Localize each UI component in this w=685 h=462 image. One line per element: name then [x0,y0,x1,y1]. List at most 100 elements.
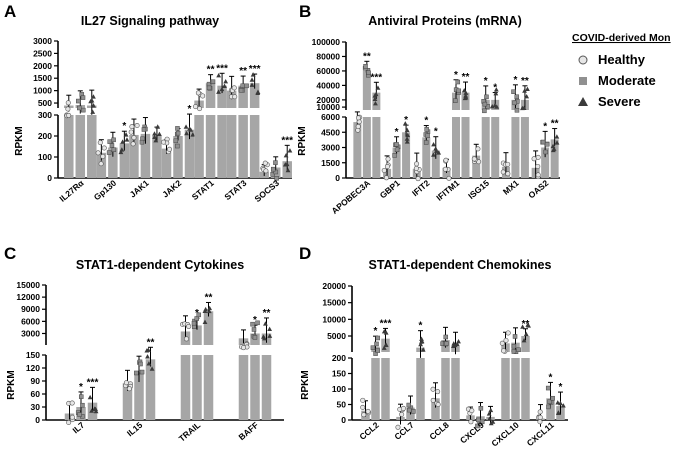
bar-lower [238,115,248,178]
point-severe [451,341,457,346]
bar-upper [249,83,260,108]
y-tick-label: 3000 [33,36,52,46]
point-healthy [100,153,106,159]
legend-title: COVID-derived Mon [572,32,671,44]
significance-mark: * [188,104,192,115]
bar-lower [249,115,260,178]
category-label: SOCS3 [252,178,281,204]
point-moderate [511,349,517,354]
significance-mark: ** [263,308,271,319]
point-healthy [66,112,72,118]
point-severe [551,146,557,151]
point-moderate [425,133,430,139]
point-moderate [482,108,487,114]
category-label: GBP1 [378,178,402,201]
bar-lower [451,358,460,420]
point-moderate [274,176,279,181]
point-severe [91,94,96,99]
point-moderate [134,370,139,376]
point-moderate [273,169,279,175]
point-healthy [443,157,449,163]
bar [108,147,118,178]
point-healthy [384,164,390,170]
point-healthy [505,330,511,336]
significance-mark: ** [521,76,529,87]
point-severe [524,93,530,99]
bar-upper [205,83,216,108]
category-label: JAK1 [128,178,151,200]
point-healthy [415,176,421,182]
point-healthy [505,161,511,167]
point-moderate [109,143,115,148]
significance-mark: ** [147,337,155,348]
point-healthy [442,166,448,172]
point-severe [255,90,261,96]
point-moderate [111,137,116,143]
point-severe [219,86,225,92]
point-moderate [77,105,82,111]
point-healthy [232,94,238,100]
point-severe [487,416,492,421]
bar [140,133,151,178]
point-severe [419,336,424,341]
bar [550,139,559,178]
significance-mark: * [484,76,488,87]
significance-mark: * [434,127,438,138]
point-severe [488,420,494,426]
point-moderate [175,130,181,136]
point-healthy [503,337,509,343]
point-moderate [456,88,462,94]
bar-lower [250,355,260,420]
point-moderate [141,127,147,132]
point-severe [381,328,387,334]
point-moderate [106,150,112,155]
point-healthy [399,411,405,417]
point-severe [520,324,525,329]
y-tick-label: 3000 [321,143,340,153]
bar-lower [87,115,97,178]
point-moderate [540,139,546,145]
point-moderate [80,402,85,408]
y-tick-label: 5000 [327,331,346,341]
bar [422,137,431,178]
point-severe [93,408,99,414]
y-tick-label: 2500 [33,48,52,58]
point-healthy [131,135,137,141]
point-severe [145,347,151,352]
significance-mark: * [122,121,126,132]
point-severe [123,132,129,137]
bar-lower [217,115,227,178]
bar-lower [261,355,272,420]
point-severe [489,104,495,109]
point-healthy [65,106,71,112]
significance-mark: *** [380,318,392,329]
significance-mark: *** [249,64,261,75]
point-healthy [360,397,366,403]
y-tick-label: 40000 [316,80,340,90]
category-label: TRAIL [177,420,203,444]
point-healthy [129,124,135,130]
y-axis-label: RPKM [14,126,25,155]
bar-upper [362,70,371,110]
point-healthy [193,104,199,110]
point-moderate [244,83,249,89]
point-severe [145,354,150,359]
point-severe [283,153,289,158]
point-moderate [514,108,520,113]
legend-label: Healthy [598,52,646,67]
point-severe [383,342,389,347]
point-moderate [544,142,550,147]
y-tick-label: 9000 [21,304,40,314]
y-tick-label: 150 [332,369,346,379]
bar [431,398,440,420]
point-severe [149,366,155,371]
point-severe [157,131,162,137]
y-tick-label: 100000 [312,37,341,47]
point-healthy [65,100,71,106]
point-moderate [424,127,429,132]
point-moderate [479,419,485,425]
point-severe [249,82,255,87]
point-healthy [400,405,406,411]
point-severe [223,78,229,84]
